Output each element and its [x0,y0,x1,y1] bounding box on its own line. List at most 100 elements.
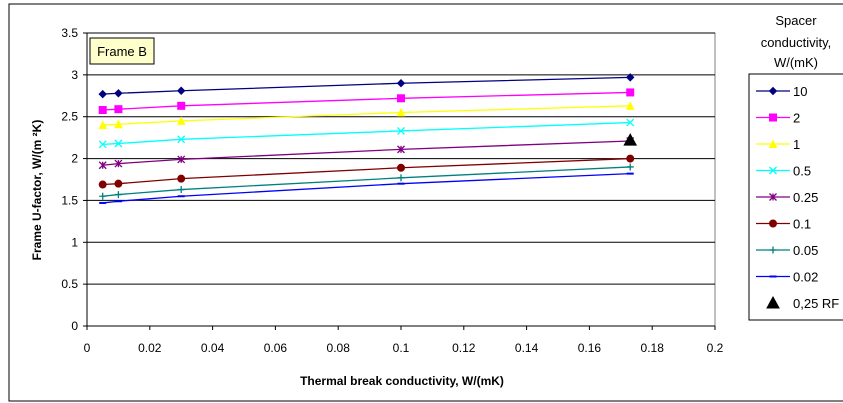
data-point [397,126,405,135]
legend-items: 10 2 1 0.5 0.25 0.1 0.05 0.02 0,25 RF [756,84,839,311]
y-tick-label: 1.5 [61,193,78,207]
y-tick-label: 0 [71,319,78,333]
legend-item: 0.1 [756,217,811,232]
series-2 [98,88,635,115]
legend-item: 1 [756,137,800,152]
legend-label: 0.05 [793,243,818,258]
legend-item: 0,25 RF [766,295,839,311]
series-group [98,73,635,204]
x-tick-label: 0.14 [515,341,539,355]
data-point [626,73,635,82]
data-point [98,120,108,130]
data-point [396,79,406,88]
legend-swatch-marker [769,219,777,228]
y-tick-label: 2.5 [61,110,78,124]
data-point [114,105,123,114]
grid-lines [87,32,715,285]
data-point [99,192,107,200]
x-tick-label: 0.12 [452,341,476,355]
x-tick-label: 0.1 [393,341,410,355]
data-point [176,116,186,125]
data-point [626,163,634,171]
y-tick-label: 3 [71,68,78,82]
legend-title-line-3: W/(mK) [774,55,818,70]
data-point [114,119,123,129]
legend-item: 0.25 [756,190,818,205]
legend-label: 0,25 RF [793,296,839,311]
data-point [98,140,107,149]
legend-item: 0.05 [756,243,818,258]
y-axis-title: Frame U-factor, W/(m ²K) [30,120,44,261]
data-point [626,154,635,163]
legend-swatch-marker [769,193,777,201]
x-tick-label: 0.06 [264,341,288,355]
data-point [177,135,186,144]
y-tick-label: 2 [71,152,78,166]
x-tick-label: 0.04 [201,341,225,355]
data-point [114,179,123,188]
data-point [397,174,405,182]
data-point [626,88,635,97]
data-point [626,118,635,127]
legend-label: 2 [793,111,800,126]
legend-item: 0.5 [756,164,811,179]
data-point [397,145,405,154]
series-0.1 [98,154,635,189]
data-point [177,101,186,110]
legend-title-line-1: Spacer [775,13,817,28]
x-axis-title: Thermal break conductivity, W/(mK) [300,374,504,388]
x-tick-label: 0.02 [138,341,162,355]
frame-annotation: Frame B [89,37,155,65]
x-tick-label: 0.08 [327,341,351,355]
data-point [177,186,185,194]
x-tick-label: 0 [84,341,91,355]
legend-label: 0.1 [793,217,811,232]
legend-item: 2 [756,111,800,126]
legend-swatch-marker [769,113,777,122]
data-point [177,174,186,183]
legend-label: 0.5 [793,164,811,179]
data-point [98,180,107,189]
series-1 [98,101,635,130]
legend-swatch-marker [768,86,778,96]
x-tick-label: 0.18 [641,341,665,355]
data-point [114,89,123,98]
data-point [98,89,107,99]
series-0.05 [99,163,634,200]
legend-label: 0.25 [793,190,818,205]
data-point [114,191,122,199]
plot-area: 0 0.5 1 1.5 2 2.5 3 3.5 0 0.02 0.04 0.06 0.08 0.1 0.12… [61,26,723,355]
x-tick-label: 0.16 [578,341,602,355]
data-point [177,155,186,164]
legend-item: 0.02 [756,270,818,285]
data-point [114,159,123,168]
legend-swatch-marker [768,139,778,148]
data-point [114,139,123,148]
data-point [98,106,107,115]
series-10 [98,73,635,99]
legend-swatch-marker [769,246,777,254]
data-point [625,101,635,110]
series-0.02 [99,172,634,204]
data-point [397,94,405,103]
legend-swatch-marker [769,166,777,175]
data-point [396,107,406,117]
annotation-label: Frame B [97,44,147,59]
annotation-box [89,37,155,65]
data-point-rf [623,133,638,146]
legend: Spacer conductivity, W/(mK) 10 2 1 0.5 0.25 0… [748,13,843,321]
legend-label: 10 [793,84,807,99]
data-point [176,86,186,95]
point-group [623,133,638,146]
x-tick-label: 0.2 [707,341,724,355]
axes: 0 0.5 1 1.5 2 2.5 3 3.5 0 0.02 0.04 0.06 0.08 0.1 0.12… [61,26,723,355]
legend-label: 0.02 [793,270,818,285]
legend-swatch-marker [766,295,780,309]
y-tick-label: 0.5 [61,277,78,291]
series-0.5 [98,118,635,149]
legend-item: 10 [756,84,807,99]
y-tick-label: 3.5 [61,26,78,40]
data-point [98,161,107,170]
legend-title-line-2: conductivity, [761,35,832,50]
